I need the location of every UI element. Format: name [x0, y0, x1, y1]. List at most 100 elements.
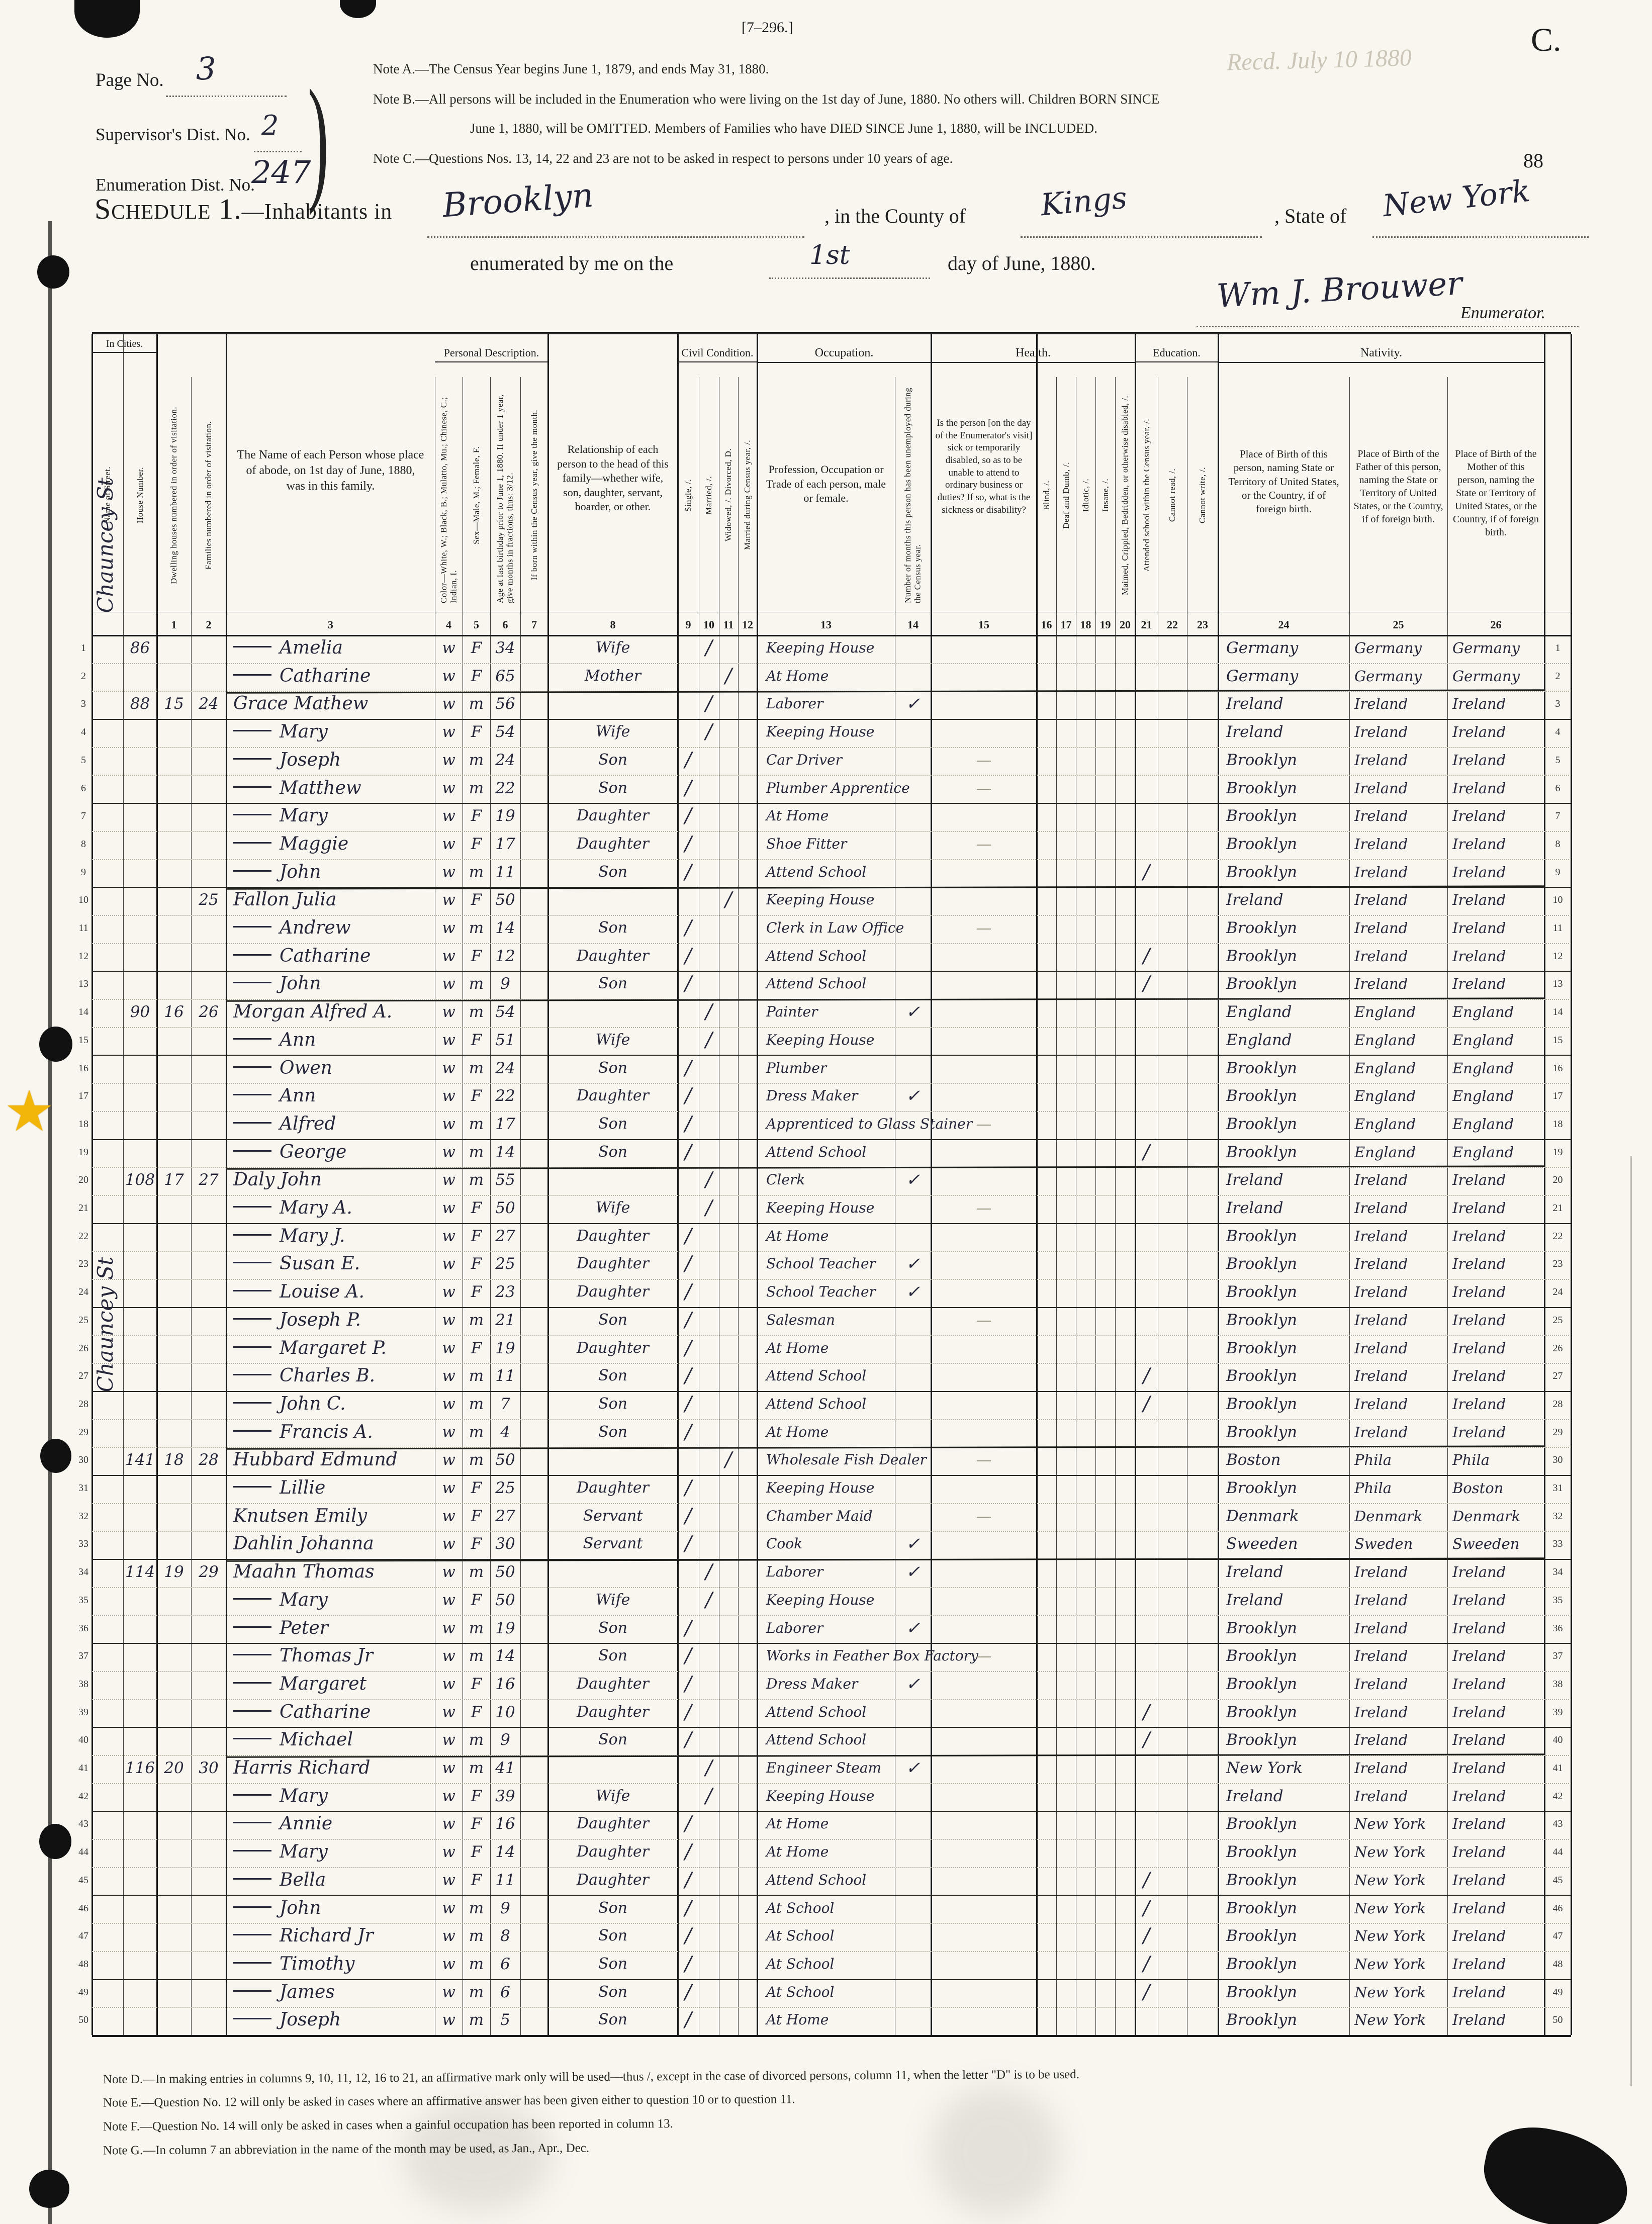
- months-unemployed-cell: ✓: [905, 1086, 921, 1106]
- relationship-cell: [548, 1447, 678, 1475]
- birthplace-cell: Brooklyn: [1226, 1619, 1298, 1637]
- family-number-cell: [191, 1587, 226, 1615]
- attended-school-cell: [1135, 1811, 1158, 1839]
- birth-month-cell: [520, 803, 548, 831]
- sex-cell: F: [471, 1479, 482, 1497]
- age-cell: 5: [500, 2011, 510, 2029]
- occupation-cell: Attend School: [766, 947, 867, 964]
- occupation-cell: Attend School: [766, 863, 867, 880]
- name-cell: Maahn Thomas: [233, 1561, 375, 1583]
- column-number: 24: [1278, 618, 1290, 631]
- married-mark-cell: /: [705, 1560, 712, 1584]
- house-number-cell: [123, 1867, 157, 1895]
- mother-birthplace-cell: Ireland: [1452, 947, 1506, 965]
- sickness-cell: —: [976, 1115, 992, 1133]
- relationship-cell: Son: [598, 1311, 627, 1329]
- relationship-cell: Daughter: [577, 1815, 649, 1833]
- sickness-cell: [931, 1951, 1037, 1979]
- person-row: 48 Timothy w m 6 Son / At School / Brook…: [78, 1951, 1571, 1980]
- row-number-left: 20: [78, 1174, 88, 1186]
- family-number-cell: [191, 1195, 226, 1223]
- column-header-c4: Color—White, W.; Black, B.; Mulatto, Mu.…: [438, 397, 458, 603]
- color-cell: w: [442, 919, 455, 937]
- sickness-cell: [931, 1223, 1037, 1251]
- column-header-c14: Number of months this person has been un…: [903, 388, 923, 603]
- relationship-cell: [548, 691, 678, 719]
- widowed-mark-cell: [719, 1615, 738, 1643]
- married-in-year-cell: [738, 1727, 757, 1755]
- occupation-cell: Dress Maker: [766, 1675, 858, 1692]
- age-cell: 54: [495, 1003, 515, 1022]
- sex-cell: m: [469, 695, 484, 713]
- person-row: 20 108 17 27 Daly John w m 55 / Clerk ✓ …: [78, 1167, 1571, 1196]
- family-number-cell: 30: [199, 1759, 219, 1777]
- occupation-cell: Wholesale Fish Dealer: [766, 1451, 927, 1468]
- sex-cell: F: [471, 1591, 482, 1609]
- sex-cell: m: [469, 1563, 484, 1582]
- father-birthplace-cell: Ireland: [1354, 835, 1408, 853]
- months-unemployed-cell: [895, 859, 931, 887]
- enumerated-day: 1st: [809, 240, 850, 270]
- column-number: 15: [978, 618, 989, 631]
- sex-cell: F: [471, 667, 482, 685]
- family-number-cell: [191, 1419, 226, 1447]
- father-birthplace-cell: Ireland: [1354, 1591, 1408, 1609]
- widowed-mark-cell: [719, 1503, 738, 1531]
- sickness-cell: [931, 719, 1037, 747]
- house-number-cell: [123, 1531, 157, 1559]
- column-number: 8: [610, 618, 616, 631]
- relationship-cell: Son: [598, 1927, 627, 1945]
- age-cell: 22: [495, 779, 515, 797]
- color-cell: w: [442, 1031, 455, 1049]
- row-number-right: 13: [1552, 978, 1563, 990]
- house-number-cell: 114: [125, 1563, 155, 1582]
- relationship-cell: Son: [598, 1647, 627, 1665]
- birthplace-cell: Brooklyn: [1226, 1899, 1298, 1917]
- column-header-c16: Blind, /.: [1041, 480, 1051, 510]
- birth-month-cell: [520, 1223, 548, 1251]
- dwelling-number-cell: [157, 1419, 191, 1447]
- sex-cell: F: [471, 1535, 482, 1553]
- single-mark-cell: /: [685, 1280, 692, 1304]
- inhabitants-label: —Inhabitants in: [241, 199, 393, 224]
- house-number-cell: [123, 663, 157, 691]
- house-number-cell: [123, 1195, 157, 1223]
- father-birthplace-cell: Ireland: [1354, 919, 1408, 937]
- house-number-cell: [123, 1699, 157, 1727]
- row-number-right: 4: [1555, 726, 1561, 738]
- family-number-cell: [191, 1307, 226, 1335]
- married-in-year-cell: [738, 1979, 757, 2007]
- dwelling-number-cell: [157, 1531, 191, 1559]
- father-birthplace-cell: Ireland: [1354, 1227, 1408, 1245]
- name-cell: Joseph: [226, 2007, 442, 2035]
- age-cell: 55: [495, 1171, 515, 1189]
- dwelling-number-cell: [157, 2007, 191, 2035]
- sex-cell: m: [469, 1367, 484, 1385]
- sex-cell: m: [469, 1395, 484, 1413]
- name-cell: John C.: [226, 1391, 442, 1419]
- family-number-cell: [191, 1223, 226, 1251]
- row-number-left: 43: [78, 1818, 88, 1830]
- attended-school-cell: [1135, 1447, 1158, 1475]
- widowed-mark-cell: [719, 1699, 738, 1727]
- mother-birthplace-cell: Phila: [1452, 1451, 1490, 1469]
- married-mark-cell: [699, 915, 719, 943]
- birthplace-cell: England: [1226, 1031, 1292, 1049]
- mother-birthplace-cell: Ireland: [1452, 1731, 1506, 1749]
- months-unemployed-cell: [895, 1923, 931, 1951]
- color-cell: w: [442, 1227, 455, 1245]
- birth-month-cell: [520, 775, 548, 803]
- occupation-cell: At School: [766, 1955, 835, 1972]
- star-marker[interactable]: ★: [4, 1081, 55, 1143]
- row-number-right: 17: [1552, 1090, 1563, 1102]
- occupation-cell: Apprenticed to Glass Stainer: [766, 1115, 973, 1132]
- attended-school-cell: /: [1143, 1868, 1150, 1892]
- birth-month-cell: [520, 2007, 548, 2035]
- birth-month-cell: [520, 1783, 548, 1811]
- house-number-cell: [123, 775, 157, 803]
- mother-birthplace-cell: Ireland: [1452, 751, 1506, 769]
- birthplace-cell: Brooklyn: [1226, 1339, 1298, 1357]
- dwelling-number-cell: 15: [164, 695, 184, 713]
- name-cell: Matthew: [226, 775, 442, 803]
- family-number-cell: [191, 1979, 226, 2007]
